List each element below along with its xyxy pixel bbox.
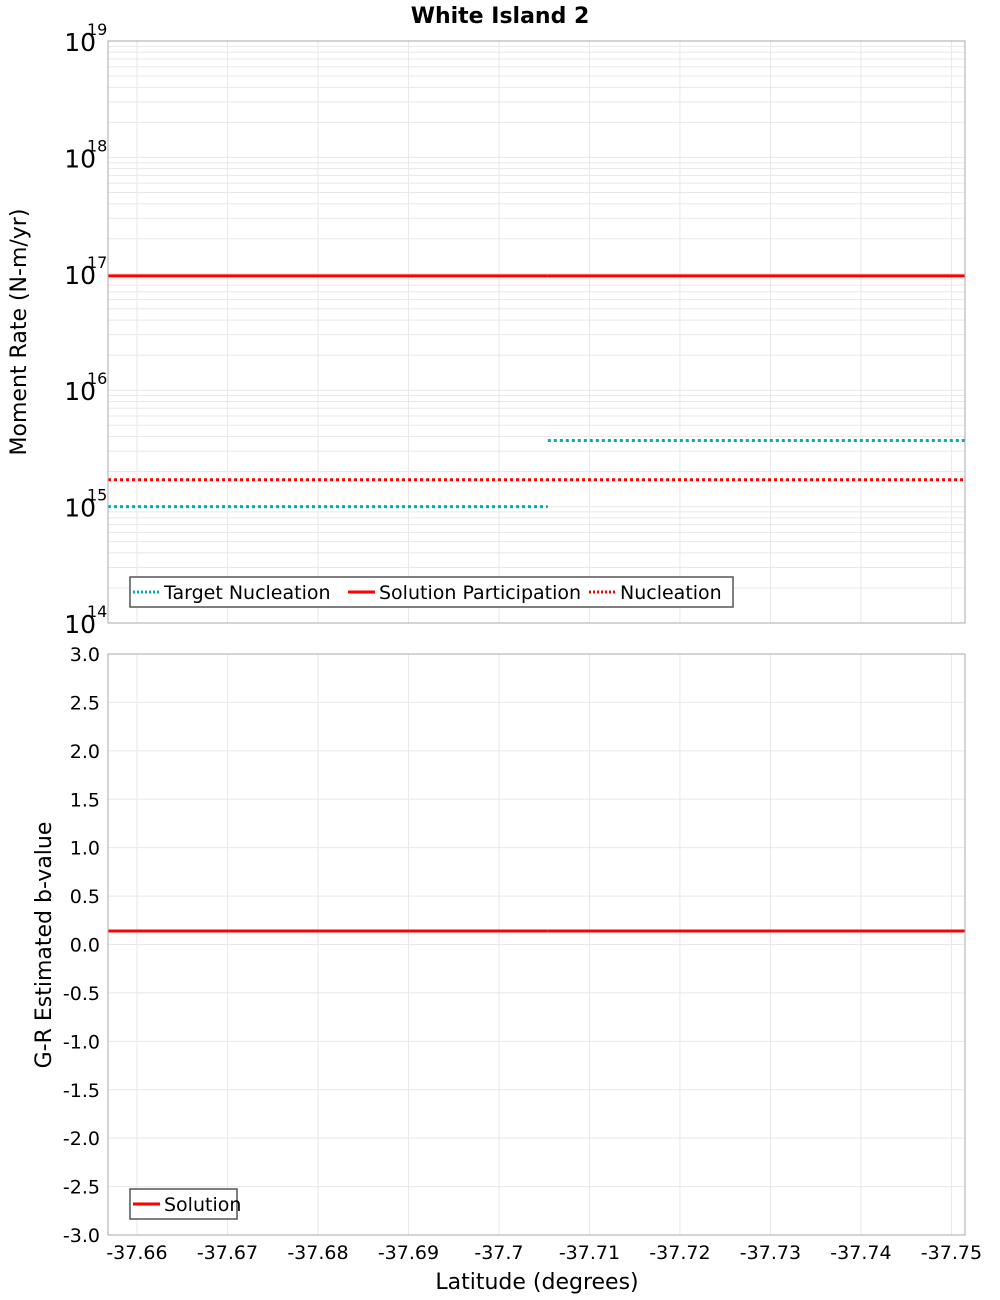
- svg-text:14: 14: [87, 602, 107, 621]
- y-tick-label: 2.5: [70, 692, 100, 714]
- legend-item: Nucleation: [589, 582, 722, 604]
- y-tick-label: 1.0: [70, 838, 100, 860]
- y-tick-label: -1.0: [63, 1031, 100, 1053]
- legend-label: Solution: [164, 1194, 241, 1216]
- x-tick-label: -37.68: [287, 1242, 348, 1264]
- legend-item: Solution Participation: [348, 582, 581, 604]
- y-tick-label: -0.5: [63, 983, 100, 1005]
- series-target-nucleation: [108, 438, 965, 509]
- bottom-y-axis-label: G-R Estimated b-value: [32, 822, 57, 1069]
- x-tick-labels: -37.66 -37.67 -37.68 -37.69 -37.7 -37.71 -37.7…: [106, 1242, 982, 1264]
- bottom-legend: Solution: [129, 1188, 241, 1220]
- x-tick-label: -37.7: [474, 1242, 523, 1264]
- svg-text:19: 19: [87, 20, 107, 39]
- legend-box: [129, 576, 734, 608]
- svg-text:16: 16: [87, 369, 107, 388]
- bottom-y-tick-labels: 3.0 2.5 2.0 1.5 1.0 0.5 0.0 -0.5 -1.0 -1.5 -2.0 -2.…: [63, 644, 100, 1247]
- top-grid: [108, 41, 965, 624]
- x-tick-label: -37.69: [378, 1242, 439, 1264]
- y-tick-label: 0.5: [70, 886, 100, 908]
- legend-item: Solution: [133, 1194, 241, 1216]
- svg-text:10: 10: [64, 610, 96, 639]
- y-tick-label: 3.0: [70, 644, 100, 666]
- x-tick-label: -37.72: [649, 1242, 710, 1264]
- top-plot-frame: [107, 40, 966, 624]
- svg-text:10: 10: [64, 261, 96, 290]
- y-tick-label: 1.5: [70, 789, 100, 811]
- chart-title: White Island 2: [411, 4, 590, 29]
- legend-label: Target Nucleation: [163, 582, 331, 604]
- x-tick-label: -37.75: [921, 1242, 982, 1264]
- bottom-plot-frame: [107, 653, 966, 1236]
- svg-text:10: 10: [64, 144, 96, 173]
- x-tick-label: -37.74: [830, 1242, 891, 1264]
- x-tick-label: -37.71: [559, 1242, 620, 1264]
- svg-text:10: 10: [64, 377, 96, 406]
- x-tick-label: -37.73: [740, 1242, 801, 1264]
- svg-text:10: 10: [64, 28, 96, 57]
- legend-label: Nucleation: [620, 582, 722, 604]
- legend-item: Target Nucleation: [133, 582, 331, 604]
- b-value-panel: 3.0 2.5 2.0 1.5 1.0 0.5 0.0 -0.5 -1.0 -1.5 -2.0 -2.…: [32, 644, 982, 1295]
- y-tick-label: -2.0: [63, 1128, 100, 1150]
- svg-text:17: 17: [87, 253, 107, 272]
- x-tick-label: -37.67: [197, 1242, 258, 1264]
- top-series: [108, 274, 965, 509]
- y-tick-label: -3.0: [63, 1225, 100, 1247]
- svg-text:15: 15: [87, 486, 107, 505]
- x-tick-label: -37.66: [106, 1242, 167, 1264]
- bottom-grid: [108, 653, 965, 1236]
- svg-text:10: 10: [64, 494, 96, 523]
- top-legend: Target Nucleation Solution Participation N…: [129, 576, 734, 608]
- svg-text:18: 18: [87, 136, 107, 155]
- top-y-axis-label: Moment Rate (N-m/yr): [7, 209, 32, 456]
- y-tick-label: 2.0: [70, 741, 100, 763]
- y-tick-label: -2.5: [63, 1177, 100, 1199]
- legend-label: Solution Participation: [379, 582, 581, 604]
- y-tick-label: -1.5: [63, 1080, 100, 1102]
- y-tick-label: 0.0: [70, 935, 100, 957]
- x-axis-label: Latitude (degrees): [435, 1270, 638, 1295]
